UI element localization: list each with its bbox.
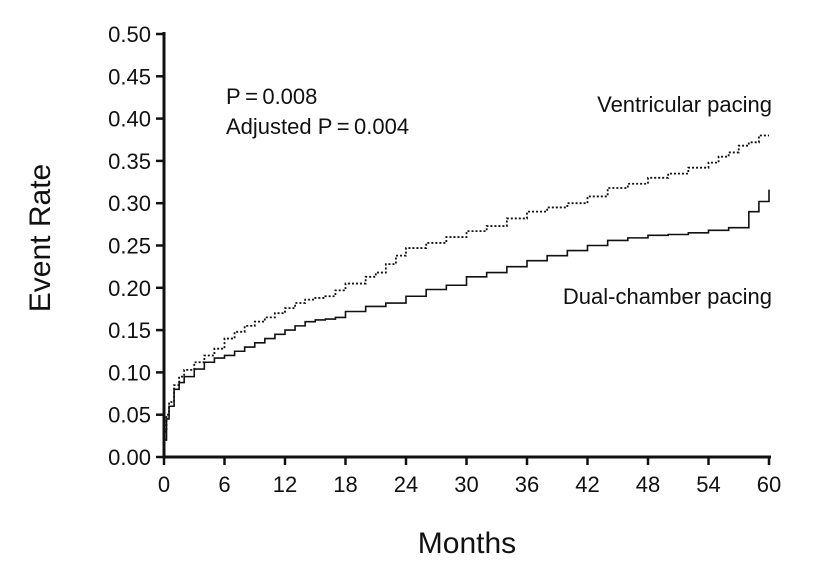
x-tick-label: 12 <box>273 472 297 497</box>
y-tick-label: 0.30 <box>108 191 151 216</box>
series-line-dual-chamber-pacing <box>164 189 770 441</box>
axes <box>156 32 771 465</box>
y-tick-label: 0.15 <box>108 318 151 343</box>
x-tick-label: 24 <box>394 472 418 497</box>
x-tick-label: 30 <box>454 472 478 497</box>
y-tick-label: 0.20 <box>108 276 151 301</box>
y-tick-label: 0.05 <box>108 403 151 428</box>
series-lines <box>164 134 770 441</box>
series-label-ventricular-pacing: Ventricular pacing <box>597 92 772 117</box>
y-tick-label: 0.10 <box>108 360 151 385</box>
y-tick-label: 0.35 <box>108 149 151 174</box>
y-tick-label: 0.50 <box>108 22 151 47</box>
x-axis-title: Months <box>418 527 516 560</box>
tick-labels: 0.00 0.05 0.10 0.15 0.20 0.25 0.30 0.35 0.40 0.45… <box>108 22 781 497</box>
x-tick-label: 18 <box>333 472 357 497</box>
y-tick-label: 0.40 <box>108 107 151 132</box>
y-axis-title: Event Rate <box>24 164 57 312</box>
x-tick-label: 60 <box>757 472 781 497</box>
y-tick-label: 0.45 <box>108 64 151 89</box>
p-value-annotation: P = 0.008 <box>226 84 317 109</box>
x-tick-label: 6 <box>218 472 230 497</box>
y-tick-label: 0.25 <box>108 234 151 259</box>
series-line-ventricular-pacing <box>164 134 769 433</box>
adjusted-p-value-annotation: Adjusted P = 0.004 <box>226 114 409 139</box>
y-tick-label: 0.00 <box>108 445 151 470</box>
x-tick-label: 54 <box>696 472 720 497</box>
x-tick-label: 36 <box>515 472 539 497</box>
series-label-dual-chamber-pacing: Dual-chamber pacing <box>563 284 772 309</box>
x-tick-label: 0 <box>158 472 170 497</box>
x-tick-label: 42 <box>575 472 599 497</box>
x-tick-label: 48 <box>636 472 660 497</box>
